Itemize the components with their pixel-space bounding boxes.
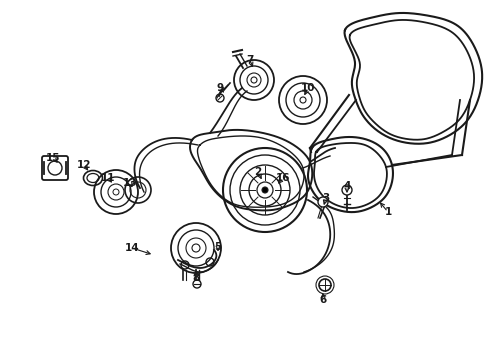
Circle shape (192, 244, 200, 252)
Text: 9: 9 (216, 83, 223, 93)
Circle shape (299, 97, 305, 103)
Text: 11: 11 (101, 173, 115, 183)
Text: 3: 3 (322, 193, 329, 203)
Text: 16: 16 (275, 173, 290, 183)
Circle shape (341, 185, 351, 195)
Text: 15: 15 (46, 153, 60, 163)
Text: 2: 2 (254, 167, 261, 177)
Text: 1: 1 (384, 207, 391, 217)
Text: 4: 4 (343, 181, 350, 191)
Circle shape (113, 189, 119, 195)
Text: 5: 5 (214, 242, 221, 252)
Circle shape (317, 197, 327, 207)
Text: 14: 14 (124, 243, 139, 253)
Circle shape (262, 187, 267, 193)
Text: 6: 6 (319, 295, 326, 305)
Circle shape (250, 77, 257, 83)
Text: 13: 13 (122, 178, 137, 188)
Circle shape (193, 280, 201, 288)
Text: 8: 8 (192, 273, 199, 283)
Text: 12: 12 (77, 160, 91, 170)
Text: 10: 10 (300, 83, 315, 93)
Circle shape (318, 279, 330, 291)
Text: 7: 7 (246, 55, 253, 65)
